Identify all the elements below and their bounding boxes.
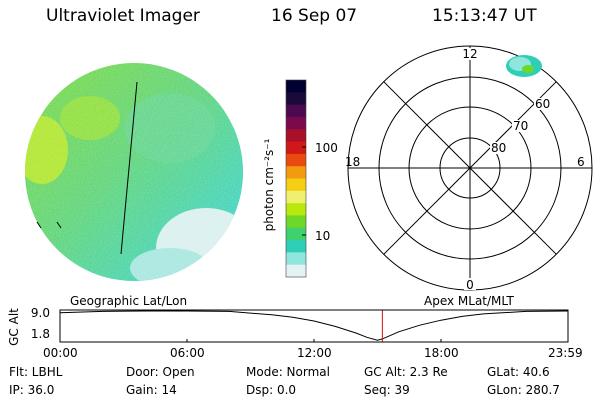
info-gcalt: GC Alt: 2.3 Re (364, 365, 448, 379)
colorbar-swatch (286, 141, 306, 155)
mlt-label-18: 18 (345, 155, 360, 169)
polar-plot: 12 0 18 6 60 70 80 (345, 45, 593, 292)
chart-ytick-low: 1.8 (31, 327, 50, 341)
altitude-series-line (59, 310, 569, 341)
mlat-label-80: 80 (491, 141, 506, 155)
instrument-title: Ultraviolet Imager (46, 6, 200, 26)
date-label: 16 Sep 07 (271, 6, 358, 26)
time-label: 15:13:47 UT (432, 6, 537, 26)
mlat-label-60: 60 (535, 97, 550, 111)
colorbar-swatch (286, 92, 306, 106)
chart-ylabel: GC Alt (7, 308, 21, 346)
colorbar-swatch (286, 178, 306, 192)
terminator-line (120, 81, 138, 255)
colorbar-swatch (286, 166, 306, 180)
colorbar-swatch (286, 240, 306, 253)
mlt-label-0: 0 (466, 278, 474, 292)
colorbar-swatches (286, 80, 306, 278)
xtick-0600: 06:00 (170, 346, 205, 360)
xtick-1200: 12:00 (297, 346, 332, 360)
mlt-label-6: 6 (577, 155, 585, 169)
colorbar-swatch (286, 129, 306, 143)
aurora-blob (506, 55, 542, 77)
globe-image (25, 63, 243, 281)
colorbar-tick-10: 10 (315, 229, 331, 243)
colorbar-swatch (286, 104, 306, 118)
colorbar-tick-100: 100 (315, 141, 338, 155)
info-dsp: Dsp: 0.0 (246, 383, 297, 397)
xtick-1800: 18:00 (424, 346, 459, 360)
info-ip: IP: 36.0 (9, 383, 55, 397)
altitude-chart: GC Alt 9.0 1.8 (7, 306, 569, 346)
geographic-label: Geographic Lat/Lon (70, 294, 188, 308)
colorbar-swatch (286, 190, 306, 204)
colorbar-swatch (286, 203, 306, 217)
info-gain: Gain: 14 (126, 383, 177, 397)
mlat-label-70: 70 (513, 119, 528, 133)
colorbar-swatch (286, 227, 306, 241)
info-door: Door: Open (126, 365, 195, 379)
apex-label: Apex MLat/MLT (424, 294, 514, 308)
xtick-0000: 00:00 (43, 346, 78, 360)
mlt-label-12: 12 (462, 47, 477, 61)
colorbar-swatch (286, 252, 306, 266)
info-seq: Seq: 39 (364, 383, 410, 397)
colorbar-swatch (286, 153, 306, 167)
info-flt: Flt: LBHL (9, 365, 63, 379)
colorbar-swatch (286, 80, 306, 93)
colorbar-label: photon cm⁻²s⁻¹ (262, 138, 276, 231)
info-glon: GLon: 280.7 (487, 383, 560, 397)
info-mode: Mode: Normal (246, 365, 330, 379)
info-glat: GLat: 40.6 (487, 365, 550, 379)
colorbar-swatch (286, 215, 306, 229)
chart-ytick-high: 9.0 (31, 306, 50, 320)
colorbar-swatch (286, 116, 306, 130)
colorbar: photon cm⁻²s⁻¹ (262, 79, 307, 278)
xtick-2359: 23:59 (548, 346, 583, 360)
colorbar-swatch (286, 264, 306, 278)
